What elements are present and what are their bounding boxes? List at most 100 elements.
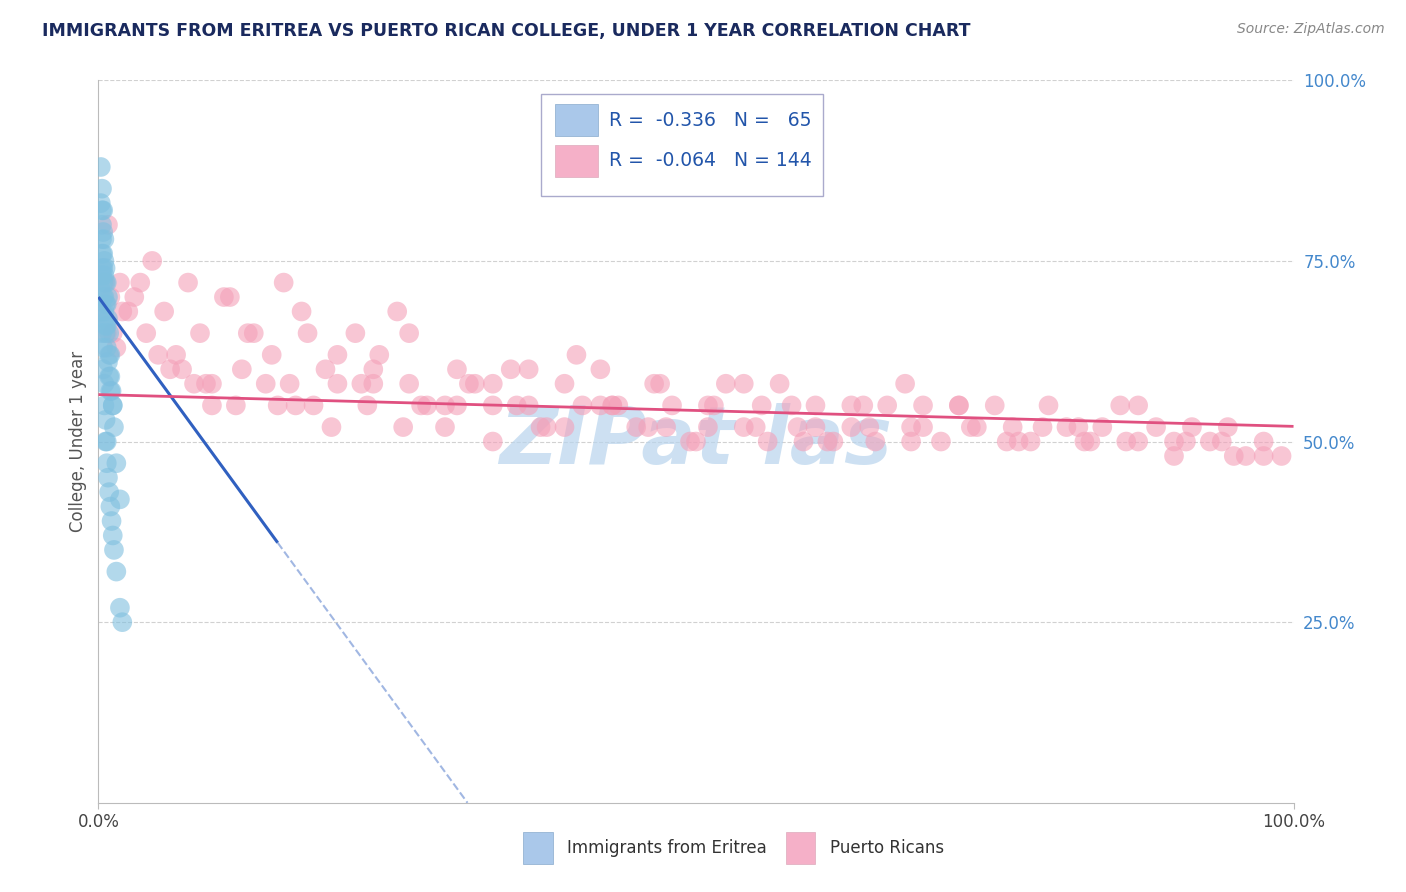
Point xyxy=(96,297,118,311)
Point xyxy=(554,420,576,434)
Point xyxy=(97,218,120,232)
Point xyxy=(1144,420,1167,434)
Point xyxy=(172,362,194,376)
Point xyxy=(111,304,134,318)
Point xyxy=(434,398,457,412)
Point xyxy=(212,290,235,304)
Point xyxy=(108,492,131,507)
Point xyxy=(195,376,218,391)
Point xyxy=(1128,434,1150,449)
Point xyxy=(94,318,117,333)
Text: Puerto Ricans: Puerto Ricans xyxy=(830,839,943,857)
Point xyxy=(90,160,112,174)
Point xyxy=(1163,434,1185,449)
Point xyxy=(94,261,117,276)
Point xyxy=(183,376,205,391)
Point xyxy=(278,376,301,391)
Point xyxy=(101,326,124,340)
Point xyxy=(117,304,139,318)
Point xyxy=(768,376,790,391)
Point xyxy=(960,420,983,434)
Point xyxy=(96,326,118,340)
Point xyxy=(97,311,120,326)
Point xyxy=(911,420,934,434)
Point xyxy=(91,304,114,318)
Point xyxy=(876,398,898,412)
Point xyxy=(243,326,266,340)
Text: Source: ZipAtlas.com: Source: ZipAtlas.com xyxy=(1237,22,1385,37)
Point xyxy=(100,514,122,528)
Y-axis label: College, Under 1 year: College, Under 1 year xyxy=(69,351,87,533)
Point xyxy=(93,253,115,268)
Text: IMMIGRANTS FROM ERITREA VS PUERTO RICAN COLLEGE, UNDER 1 YEAR CORRELATION CHART: IMMIGRANTS FROM ERITREA VS PUERTO RICAN … xyxy=(42,22,970,40)
Point xyxy=(823,434,845,449)
Point xyxy=(900,434,922,449)
Point xyxy=(1216,420,1239,434)
Point xyxy=(661,398,683,412)
Point xyxy=(481,398,505,412)
Point xyxy=(254,376,277,391)
Point xyxy=(1175,434,1198,449)
Point xyxy=(93,276,115,290)
Point xyxy=(745,420,768,434)
Point xyxy=(1109,398,1132,412)
Point xyxy=(91,341,114,355)
Point xyxy=(97,290,120,304)
Point xyxy=(98,500,122,514)
Point xyxy=(188,326,211,340)
Point xyxy=(703,398,725,412)
Point xyxy=(398,326,420,340)
Point xyxy=(499,362,522,376)
Point xyxy=(91,268,114,283)
Point xyxy=(1128,398,1150,412)
Point xyxy=(697,420,720,434)
Point xyxy=(96,341,118,355)
Point xyxy=(302,398,325,412)
Point xyxy=(1080,434,1102,449)
Point xyxy=(900,420,922,434)
Point xyxy=(446,362,468,376)
Point xyxy=(93,311,115,326)
Point xyxy=(108,600,131,615)
Point xyxy=(105,341,128,355)
Point xyxy=(966,420,988,434)
Point xyxy=(344,326,367,340)
Point xyxy=(159,362,181,376)
Point xyxy=(260,348,283,362)
Point xyxy=(94,297,117,311)
Point xyxy=(91,203,114,218)
Point xyxy=(97,355,120,369)
Point xyxy=(481,376,505,391)
Point xyxy=(96,276,118,290)
Point xyxy=(571,398,593,412)
Point xyxy=(93,268,115,283)
Point xyxy=(91,326,114,340)
Point xyxy=(1163,449,1185,463)
Point xyxy=(602,398,624,412)
Point xyxy=(91,182,114,196)
Point xyxy=(291,304,314,318)
Point xyxy=(1271,449,1294,463)
Text: ZIPat las: ZIPat las xyxy=(499,402,893,481)
Point xyxy=(368,348,391,362)
Point xyxy=(93,376,115,391)
Point xyxy=(458,376,481,391)
Point xyxy=(91,304,114,318)
Point xyxy=(398,376,420,391)
Point xyxy=(231,362,253,376)
Point xyxy=(929,434,952,449)
Point xyxy=(1199,434,1222,449)
Point xyxy=(103,542,125,557)
Point xyxy=(91,218,114,232)
Point xyxy=(98,348,122,362)
Point xyxy=(948,398,970,412)
Point xyxy=(105,456,128,470)
Point xyxy=(685,434,707,449)
Point xyxy=(995,434,1018,449)
Point xyxy=(733,376,755,391)
Point xyxy=(589,398,612,412)
Point xyxy=(101,528,124,542)
Point xyxy=(96,318,118,333)
Point xyxy=(865,434,887,449)
Point xyxy=(481,434,505,449)
